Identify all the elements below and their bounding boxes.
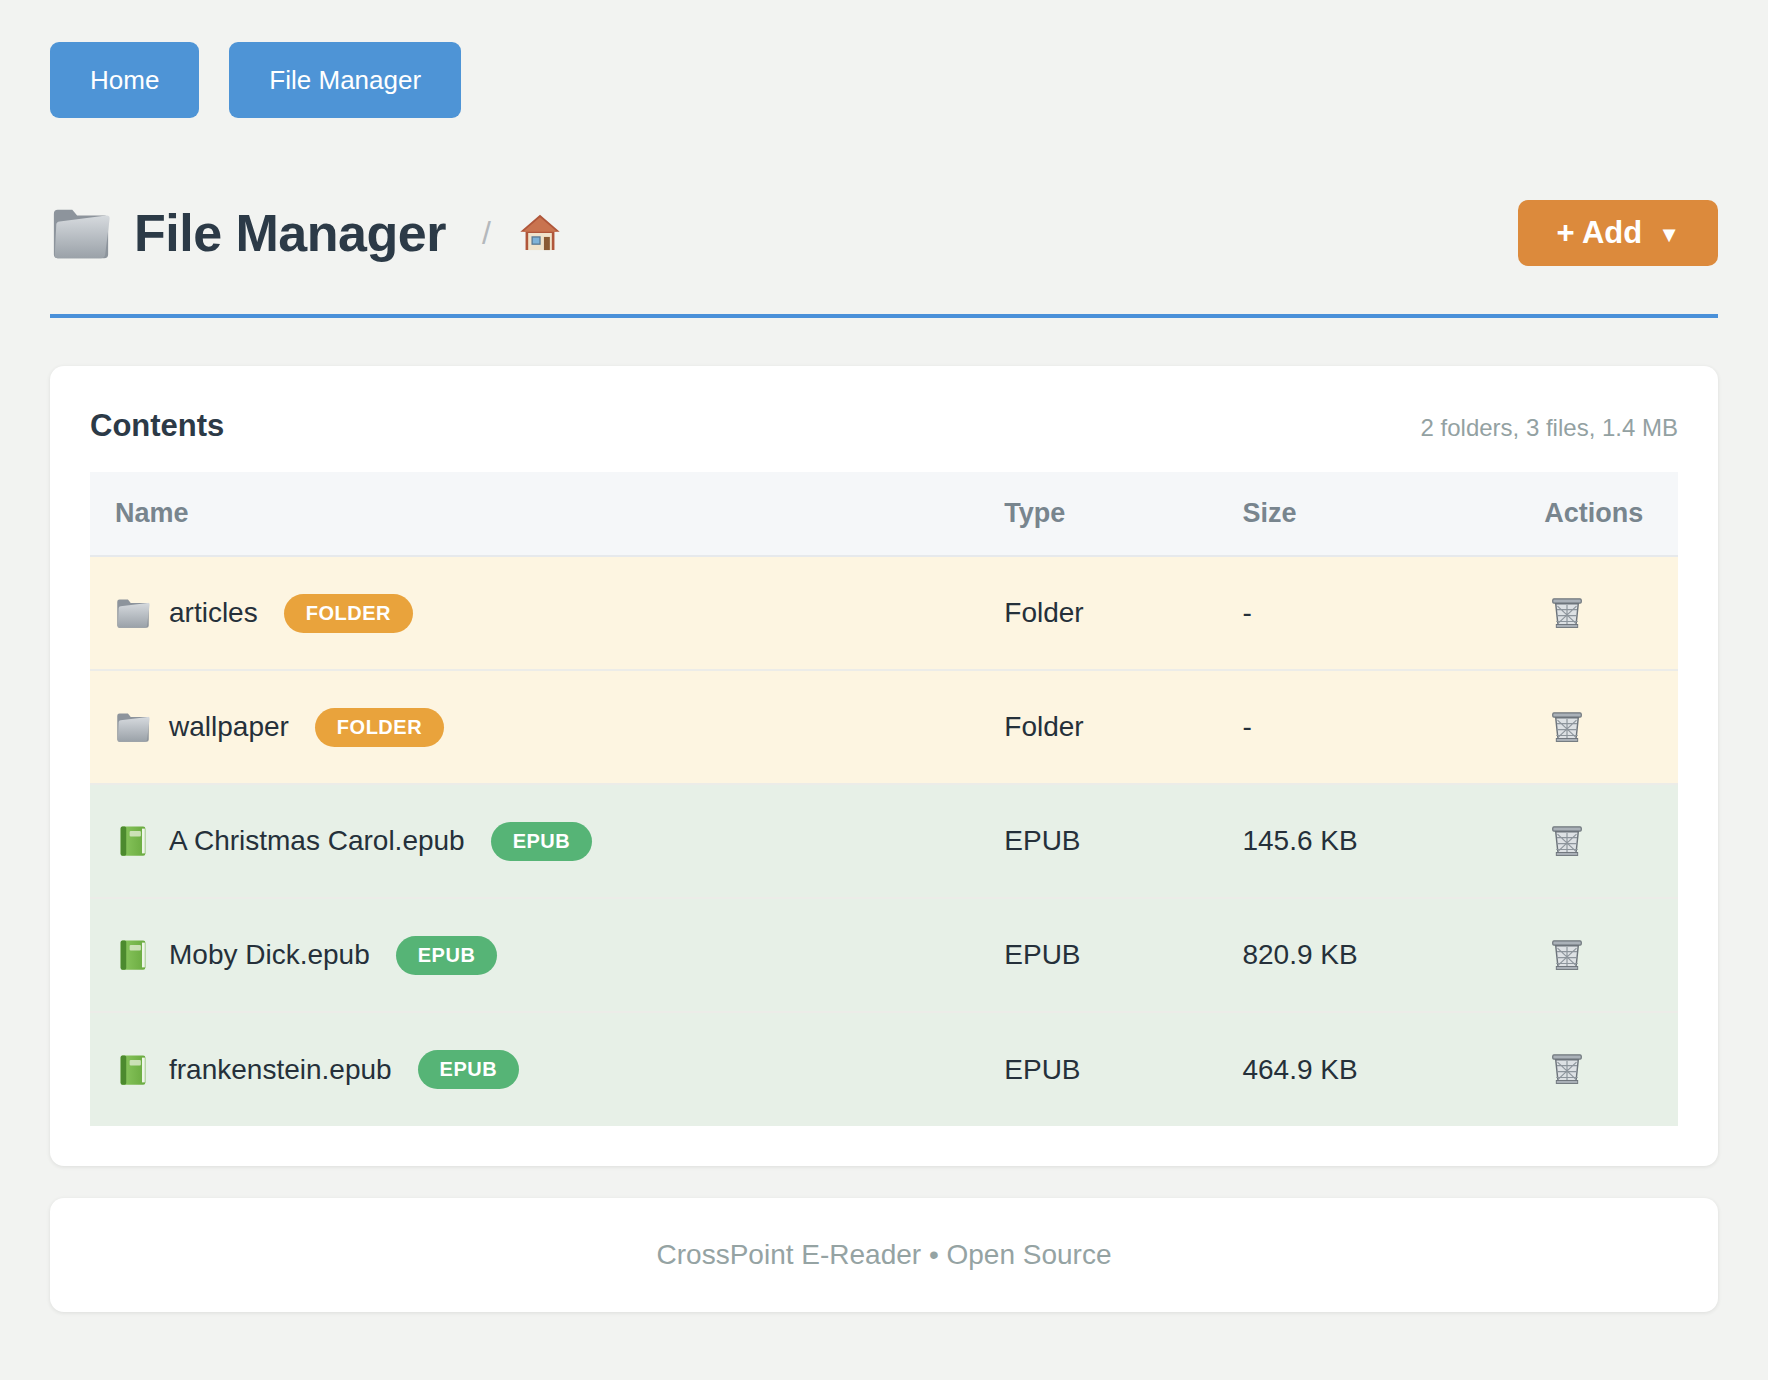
folder-icon <box>115 709 151 745</box>
file-name: Moby Dick.epub <box>169 939 370 971</box>
column-header-size: Size <box>1217 472 1519 556</box>
file-size: 820.9 KB <box>1217 898 1519 1012</box>
file-type: EPUB <box>979 1012 1217 1126</box>
file-type: EPUB <box>979 898 1217 1012</box>
file-name: A Christmas Carol.epub <box>169 825 465 857</box>
epub-badge: EPUB <box>396 936 498 975</box>
table-row: Moby Dick.epub EPUB EPUB 820.9 KB <box>90 898 1678 1012</box>
table-row: articles FOLDER Folder - <box>90 556 1678 670</box>
page-header: File Manager / + Add ▼ <box>50 200 1718 266</box>
column-header-name: Name <box>90 472 979 556</box>
column-header-actions: Actions <box>1519 472 1678 556</box>
file-size: 145.6 KB <box>1217 784 1519 898</box>
file-name: wallpaper <box>169 711 289 743</box>
folder-icon <box>50 202 112 264</box>
table-row: wallpaper FOLDER Folder - <box>90 670 1678 784</box>
file-link-frankenstein[interactable]: frankenstein.epub EPUB <box>115 1050 954 1089</box>
add-button[interactable]: + Add ▼ <box>1518 200 1718 266</box>
file-link-moby-dick[interactable]: Moby Dick.epub EPUB <box>115 936 954 975</box>
file-link-christmas-carol[interactable]: A Christmas Carol.epub EPUB <box>115 822 954 861</box>
folder-badge: FOLDER <box>315 708 444 747</box>
delete-button[interactable] <box>1544 817 1590 863</box>
top-nav: Home File Manager <box>50 42 1718 118</box>
file-type: Folder <box>979 556 1217 670</box>
file-name: frankenstein.epub <box>169 1054 392 1086</box>
trash-icon <box>1548 847 1586 862</box>
file-link-wallpaper[interactable]: wallpaper FOLDER <box>115 708 954 747</box>
epub-badge: EPUB <box>418 1050 520 1089</box>
file-size: - <box>1217 556 1519 670</box>
trash-icon <box>1548 733 1586 748</box>
breadcrumb-separator: / <box>482 215 491 252</box>
book-icon <box>115 823 151 859</box>
file-size: - <box>1217 670 1519 784</box>
delete-button[interactable] <box>1544 589 1590 635</box>
add-button-label: + Add <box>1556 215 1642 251</box>
table-header-row: Name Type Size Actions <box>90 472 1678 556</box>
book-icon <box>115 937 151 973</box>
delete-button[interactable] <box>1544 931 1590 977</box>
footer: CrossPoint E-Reader • Open Source <box>50 1198 1718 1312</box>
file-type: EPUB <box>979 784 1217 898</box>
house-icon[interactable] <box>519 212 561 254</box>
chevron-down-icon: ▼ <box>1658 222 1680 248</box>
file-table: Name Type Size Actions articles FOLDER F… <box>90 472 1678 1126</box>
trash-icon <box>1548 619 1586 634</box>
table-row: A Christmas Carol.epub EPUB EPUB 145.6 K… <box>90 784 1678 898</box>
trash-icon <box>1548 961 1586 976</box>
footer-text: CrossPoint E-Reader • Open Source <box>657 1239 1112 1271</box>
delete-button[interactable] <box>1544 1045 1590 1091</box>
file-link-articles[interactable]: articles FOLDER <box>115 594 954 633</box>
table-row: frankenstein.epub EPUB EPUB 464.9 KB <box>90 1012 1678 1126</box>
contents-summary: 2 folders, 3 files, 1.4 MB <box>1421 414 1678 442</box>
column-header-type: Type <box>979 472 1217 556</box>
contents-card: Contents 2 folders, 3 files, 1.4 MB Name… <box>50 366 1718 1166</box>
folder-icon <box>115 595 151 631</box>
folder-badge: FOLDER <box>284 594 413 633</box>
book-icon <box>115 1052 151 1088</box>
epub-badge: EPUB <box>491 822 593 861</box>
file-size: 464.9 KB <box>1217 1012 1519 1126</box>
delete-button[interactable] <box>1544 703 1590 749</box>
nav-button-file-manager[interactable]: File Manager <box>229 42 461 118</box>
trash-icon <box>1548 1075 1586 1090</box>
nav-button-home[interactable]: Home <box>50 42 199 118</box>
file-name: articles <box>169 597 258 629</box>
file-type: Folder <box>979 670 1217 784</box>
title-divider <box>50 314 1718 318</box>
page-title: File Manager <box>134 203 446 263</box>
contents-heading: Contents <box>90 408 224 444</box>
